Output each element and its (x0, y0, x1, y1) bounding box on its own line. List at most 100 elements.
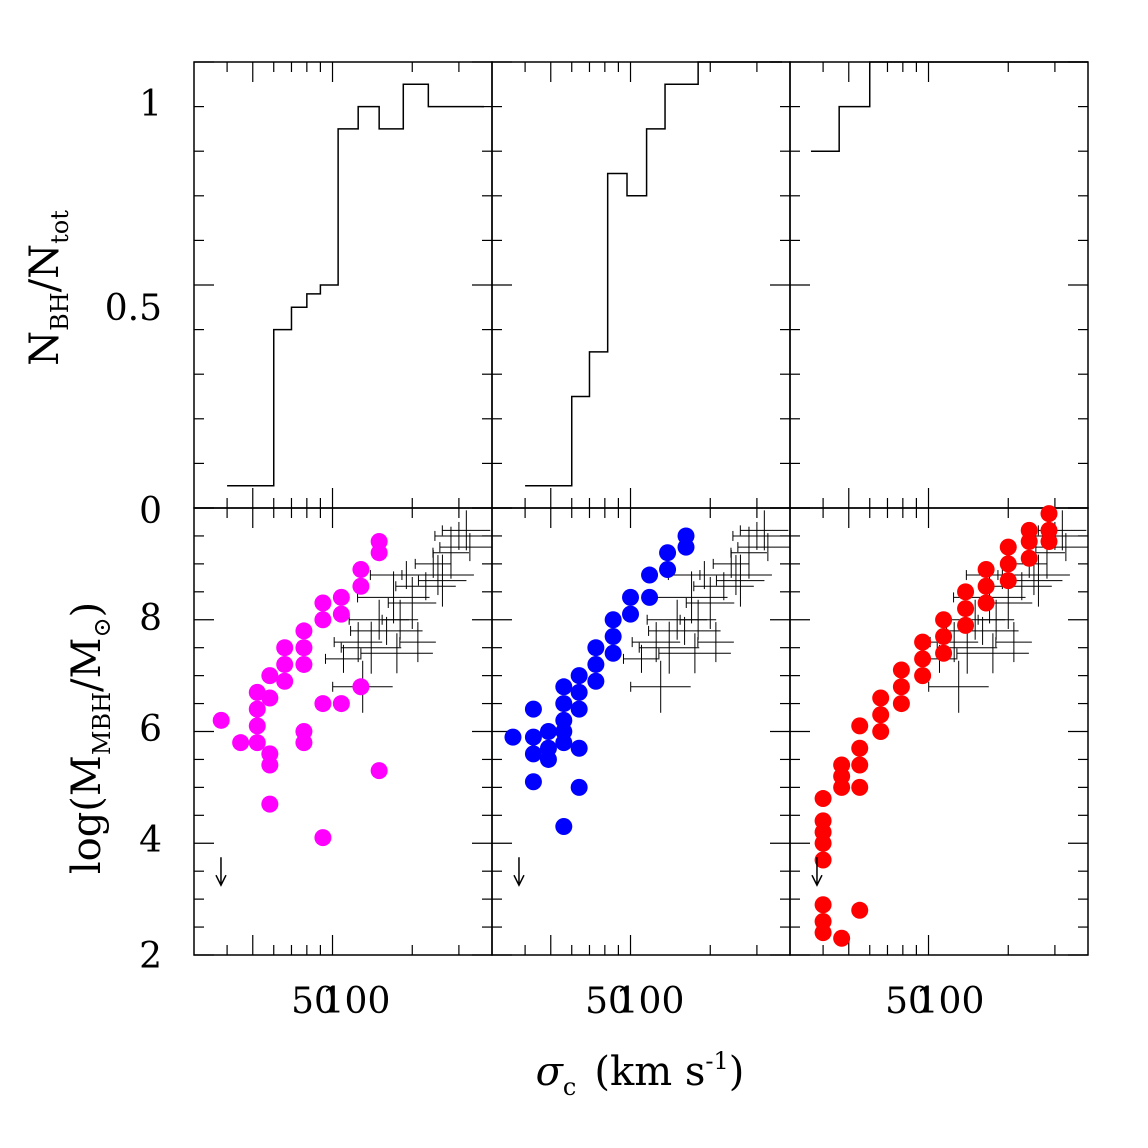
error-bar-right-16 (995, 622, 1032, 663)
error-bar-middle-10 (646, 599, 708, 640)
data-point-middle-24 (604, 644, 622, 662)
x-title-unit-close: ) (729, 1049, 745, 1095)
data-point-middle-17 (570, 739, 588, 757)
panel-middle (491, 61, 791, 956)
panels-group (193, 61, 1089, 956)
data-point-right-4 (814, 851, 832, 869)
data-point-right-5 (814, 896, 832, 914)
data-point-right-30 (957, 600, 975, 618)
data-point-right-27 (935, 628, 953, 646)
data-point-middle-21 (587, 672, 605, 690)
data-point-left-22 (314, 829, 332, 847)
data-point-middle-16 (570, 700, 588, 718)
error-bar-left-15 (369, 561, 443, 590)
data-point-left-24 (332, 605, 350, 623)
data-point-middle-12 (555, 734, 573, 752)
data-point-left-7 (261, 689, 279, 707)
data-point-right-13 (851, 739, 869, 757)
data-point-right-28 (935, 644, 953, 662)
data-point-right-7 (814, 924, 832, 942)
data-point-left-9 (261, 756, 279, 774)
error-bar-middle-3 (648, 616, 721, 645)
data-point-middle-27 (641, 566, 659, 584)
fraction-histogram-middle (525, 61, 782, 487)
data-point-left-20 (314, 611, 332, 629)
error-bar-left-3 (350, 616, 423, 645)
error-bar-right-14 (928, 660, 989, 713)
data-point-middle-13 (555, 817, 573, 835)
error-bar-left-0 (324, 644, 362, 673)
data-point-right-21 (892, 678, 910, 696)
bottom-y-tick-label-2: 2 (139, 936, 162, 977)
top-frame-right (789, 61, 1089, 509)
data-point-right-24 (914, 650, 932, 668)
data-point-left-18 (295, 734, 313, 752)
data-point-middle-15 (570, 683, 588, 701)
x-tick-label-right: 50 (885, 981, 931, 1022)
svg-text:NBH/Ntot: NBH/Ntot (22, 210, 74, 366)
error-bar-right-6 (991, 572, 1052, 601)
data-point-right-0 (814, 790, 832, 808)
data-point-left-27 (352, 577, 370, 595)
data-point-right-40 (1020, 549, 1038, 567)
x-tick-label-left-2: 100 (322, 981, 391, 1022)
data-point-middle-18 (570, 778, 588, 796)
data-point-right-29 (957, 583, 975, 601)
error-bar-left-2 (340, 621, 402, 674)
data-point-left-5 (248, 734, 266, 752)
upper-limit-arrow-right (811, 857, 823, 887)
data-point-left-23 (332, 588, 350, 606)
data-point-middle-22 (604, 611, 622, 629)
data-point-middle-25 (622, 588, 640, 606)
data-point-middle-3 (524, 745, 542, 763)
data-point-right-36 (999, 555, 1017, 573)
data-point-middle-9 (555, 695, 573, 713)
error-bar-middle-9 (732, 521, 781, 550)
data-point-left-14 (295, 622, 313, 640)
data-point-right-43 (1040, 533, 1058, 551)
data-point-middle-1 (524, 700, 542, 718)
data-point-right-12 (851, 717, 869, 735)
error-bar-middle-19 (658, 633, 731, 674)
top-y-tick-label-1: 1 (139, 84, 162, 125)
error-bar-left-19 (360, 633, 433, 674)
data-point-left-21 (314, 695, 332, 713)
data-point-middle-23 (604, 628, 622, 646)
x-title-sub: c (563, 1073, 576, 1101)
fraction-histogram-right (810, 61, 1088, 152)
top-frame-middle (491, 61, 791, 509)
data-point-right-41 (1040, 505, 1058, 523)
data-point-middle-20 (587, 655, 605, 673)
data-point-middle-19 (587, 639, 605, 657)
data-point-left-11 (276, 639, 294, 657)
data-point-right-16 (851, 901, 869, 919)
x-tick-label-middle-2: 100 (616, 981, 685, 1022)
data-point-right-23 (914, 633, 932, 651)
error-bar-left-18 (439, 533, 492, 562)
error-bar-left-13 (441, 510, 491, 551)
data-point-right-35 (999, 538, 1017, 556)
error-bar-left-12 (414, 549, 452, 578)
data-point-left-4 (248, 717, 266, 735)
error-bar-middle-16 (697, 622, 734, 663)
data-point-left-1 (232, 734, 250, 752)
data-point-right-25 (914, 667, 932, 685)
error-bar-middle-6 (693, 572, 754, 601)
data-point-right-20 (892, 661, 910, 679)
svg-text:σc(km s-1): σc (km s-1) (536, 1047, 745, 1101)
top-y-axis-title: NBH/Ntot (22, 210, 74, 366)
data-point-right-26 (935, 611, 953, 629)
data-point-right-39 (1020, 533, 1038, 551)
error-bar-middle-13 (739, 510, 789, 551)
x-axis-title: σc (km s-1) (536, 1047, 745, 1101)
error-bar-middle-1 (631, 622, 681, 663)
data-point-left-19 (314, 594, 332, 612)
data-point-left-0 (212, 711, 230, 729)
data-point-right-34 (977, 594, 995, 612)
x-tick-label-middle: 50 (585, 981, 631, 1022)
error-bar-left-16 (399, 622, 436, 663)
upper-limit-arrow-middle (513, 857, 525, 887)
error-bar-middle-2 (638, 621, 700, 674)
panel-right (789, 61, 1089, 956)
data-point-right-14 (851, 756, 869, 774)
